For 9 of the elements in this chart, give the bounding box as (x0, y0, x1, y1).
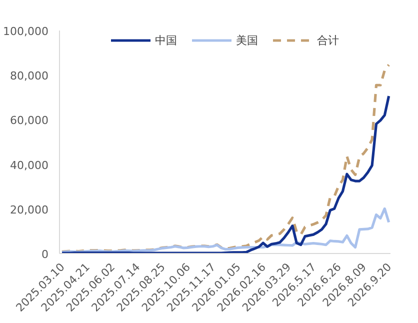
y-tick-label: 20,000 (10, 203, 49, 216)
y-tick-label: 0 (42, 248, 48, 261)
y-tick-label: 80,000 (10, 70, 49, 83)
legend-label: 合计 (317, 32, 339, 48)
y-tick-label: 60,000 (10, 114, 49, 128)
legend-label: 美国 (236, 32, 258, 48)
y-tick-label: 40,000 (10, 158, 49, 172)
y-tick-label: 100,000 (3, 25, 49, 38)
legend-label: 中国 (155, 32, 177, 48)
